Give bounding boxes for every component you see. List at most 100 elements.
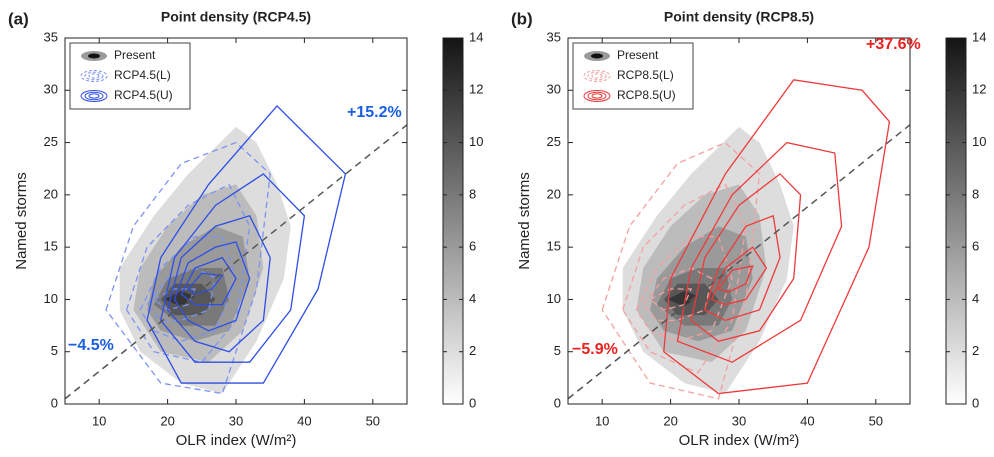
legend-icon: [591, 93, 603, 99]
y-tick-label: 10: [547, 291, 561, 306]
contour: [663, 79, 891, 395]
contour: [164, 291, 195, 307]
panel: (b) Point density (RCP8.5) OLR index (W/m²…: [511, 9, 986, 449]
legend-icon: [583, 90, 611, 102]
colorbar-tick-label: 6: [972, 239, 979, 254]
y-tick-label: 20: [547, 186, 561, 201]
colorbar-tick-label: 10: [469, 134, 483, 149]
x-axis-label: OLR index (W/m²): [176, 432, 297, 449]
y-tick-label: 0: [51, 395, 58, 410]
colorbar: [945, 37, 967, 405]
annotation: −4.5%: [68, 337, 114, 354]
y-tick-label: 15: [547, 239, 561, 254]
y-axis-label: Named storms: [516, 172, 533, 270]
contour: [601, 141, 761, 400]
colorbar-tick-label: 12: [972, 82, 986, 97]
legend-label: Present: [617, 48, 659, 62]
x-tick-label: 30: [732, 413, 746, 428]
panel: (a) Point density (RCP4.5) OLR index (W/m²…: [8, 9, 483, 449]
plot-area: [568, 79, 910, 400]
x-tick-label: 40: [800, 413, 814, 428]
colorbar-tick-label: 0: [972, 395, 979, 410]
colorbar-tick-label: 12: [469, 82, 483, 97]
legend-icon: [84, 71, 104, 81]
colorbar-tick-label: 4: [972, 291, 979, 306]
colorbar-tick-label: 14: [469, 29, 483, 44]
y-tick-label: 35: [44, 29, 58, 44]
colorbar: [442, 37, 464, 405]
contour: [622, 183, 747, 374]
x-tick-label: 10: [595, 413, 609, 428]
legend-icon: [587, 91, 607, 101]
reference-line: [65, 124, 407, 400]
contour: [180, 256, 237, 306]
contour: [146, 105, 347, 384]
plot-area: [65, 105, 407, 400]
colorbar-tick-label: 14: [972, 29, 986, 44]
x-tick-label: 20: [160, 413, 174, 428]
y-tick-label: 25: [547, 134, 561, 149]
legend-label: RCP4.5(L): [114, 68, 171, 82]
x-tick-label: 10: [92, 413, 106, 428]
contour: [676, 141, 843, 363]
legend-icon: [80, 90, 108, 102]
panel-label: (a): [8, 9, 29, 28]
contour: [125, 183, 251, 363]
contour: [648, 288, 693, 311]
y-tick-label: 15: [44, 239, 58, 254]
y-axis-label: Named storms: [13, 172, 30, 270]
x-tick-label: 50: [869, 413, 883, 428]
legend-label: RCP8.5(U): [617, 88, 676, 102]
legend-icon: [587, 71, 607, 81]
colorbar-tick-label: 8: [469, 186, 476, 201]
contour: [187, 272, 224, 295]
legend-icon: [80, 70, 108, 82]
colorbar-tick-label: 2: [972, 343, 979, 358]
y-tick-label: 0: [554, 395, 561, 410]
legend-label: RCP4.5(U): [114, 88, 173, 102]
colorbar-tick-label: 8: [972, 186, 979, 201]
chart-title: Point density (RCP4.5): [161, 9, 311, 25]
y-tick-label: 5: [51, 343, 58, 358]
annotation: −5.9%: [572, 341, 618, 358]
colorbar-tick-label: 10: [972, 134, 986, 149]
contour: [146, 267, 217, 321]
y-tick-label: 10: [44, 291, 58, 306]
y-tick-label: 35: [547, 29, 561, 44]
colorbar-tick-label: 4: [469, 291, 476, 306]
contour: [710, 246, 768, 306]
reference-line: [568, 124, 910, 400]
colorbar-tick-label: 6: [469, 239, 476, 254]
y-tick-label: 30: [44, 82, 58, 97]
colorbar-tick-label: 2: [469, 343, 476, 358]
legend-icon: [591, 53, 603, 59]
legend-icon: [84, 91, 104, 101]
panel-label: (b): [511, 9, 533, 28]
legend-icon: [88, 93, 100, 99]
contour: [642, 267, 713, 321]
contour: [704, 214, 781, 322]
y-tick-label: 5: [554, 343, 561, 358]
contour: [635, 236, 733, 342]
contour: [717, 265, 754, 293]
legend-label: RCP8.5(L): [617, 68, 674, 82]
legend-icon: [583, 70, 611, 82]
legend-icon: [88, 53, 100, 59]
chart-title: Point density (RCP8.5): [664, 9, 814, 25]
legend-icon: [88, 73, 100, 79]
contour: [173, 241, 251, 332]
x-tick-label: 20: [663, 413, 677, 428]
y-tick-label: 25: [44, 134, 58, 149]
colorbar-tick-label: 0: [469, 395, 476, 410]
annotation: +15.2%: [347, 104, 402, 121]
x-axis-label: OLR index (W/m²): [679, 432, 800, 449]
contour: [667, 291, 698, 307]
contour: [105, 141, 271, 395]
x-tick-label: 30: [229, 413, 243, 428]
contour: [690, 173, 802, 342]
legend-label: Present: [114, 48, 156, 62]
y-tick-label: 20: [44, 186, 58, 201]
y-tick-label: 30: [547, 82, 561, 97]
contour: [160, 173, 306, 363]
